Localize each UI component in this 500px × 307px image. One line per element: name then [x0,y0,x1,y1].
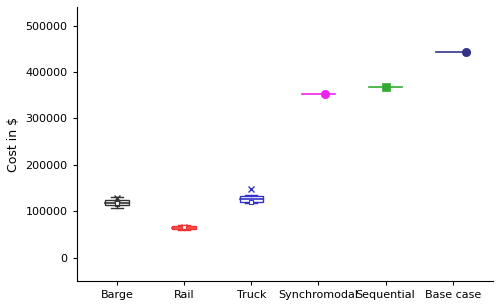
Bar [240,196,263,202]
Bar [172,226,196,229]
Bar [105,200,128,205]
Y-axis label: Cost in $: Cost in $ [7,116,20,172]
